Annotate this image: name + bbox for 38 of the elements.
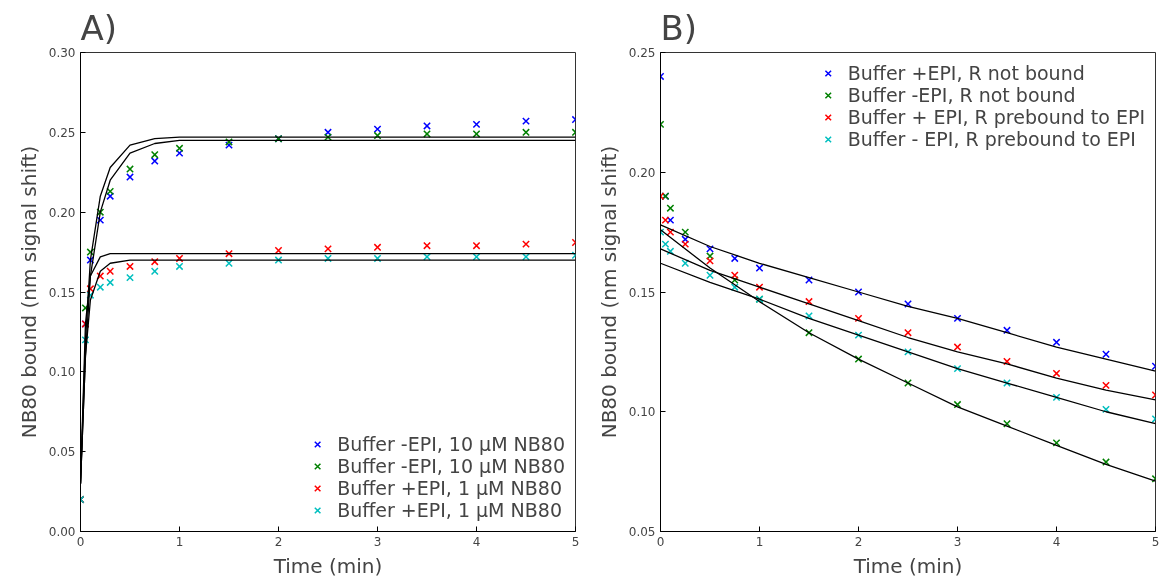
y-tick-label: 0.10	[48, 365, 76, 380]
y-tick-label: 0.20	[628, 165, 656, 180]
x-axis-title: Time (min)	[852, 553, 963, 578]
y-tick-label: 0.05	[628, 525, 656, 539]
legend-label: Buffer -EPI, 10 µM NB80	[337, 433, 565, 455]
x-tick-label: 5	[1151, 534, 1160, 549]
y-tick-label: 0.30	[48, 46, 76, 60]
y-tick-label: 0.05	[48, 445, 76, 460]
x-tick-label: 3	[953, 534, 962, 549]
y-tick-label: 0.15	[48, 285, 76, 300]
x-tick-label: 2	[274, 534, 283, 549]
x-tick-label: 5	[571, 534, 580, 549]
x-tick-label: 2	[854, 534, 863, 549]
y-tick-label: 0.10	[628, 405, 656, 420]
x-tick-label: 4	[1052, 534, 1061, 549]
y-axis-title: NB80 bound (nm signal shift)	[596, 145, 621, 439]
legend-label: Buffer -EPI, 10 µM NB80	[337, 455, 565, 477]
y-axis-title: NB80 bound (nm signal shift)	[16, 145, 41, 439]
y-tick-label: 0.20	[48, 205, 76, 220]
legend-label: Buffer + EPI, R prebound to EPI	[847, 106, 1145, 128]
chart-title: A)	[80, 7, 118, 48]
y-tick-label: 0.15	[628, 285, 656, 300]
x-tick-label: 0	[76, 534, 85, 549]
legend-label: Buffer +EPI, 1 µM NB80	[337, 477, 562, 499]
x-tick-label: 1	[175, 534, 184, 549]
legend-label: Buffer - EPI, R prebound to EPI	[847, 128, 1136, 150]
y-tick-label: 0.00	[48, 525, 76, 539]
legend-label: Buffer -EPI, R not bound	[847, 84, 1076, 106]
x-tick-label: 1	[755, 534, 764, 549]
chart-title: B)	[660, 7, 698, 48]
x-tick-label: 4	[472, 534, 481, 549]
y-tick-label: 0.25	[48, 125, 76, 140]
x-tick-label: 3	[373, 534, 382, 549]
legend-label: Buffer +EPI, 1 µM NB80	[337, 499, 562, 521]
x-tick-label: 0	[656, 534, 665, 549]
x-axis-title: Time (min)	[272, 553, 383, 578]
y-tick-label: 0.25	[628, 46, 656, 60]
legend-label: Buffer +EPI, R not bound	[847, 62, 1085, 84]
